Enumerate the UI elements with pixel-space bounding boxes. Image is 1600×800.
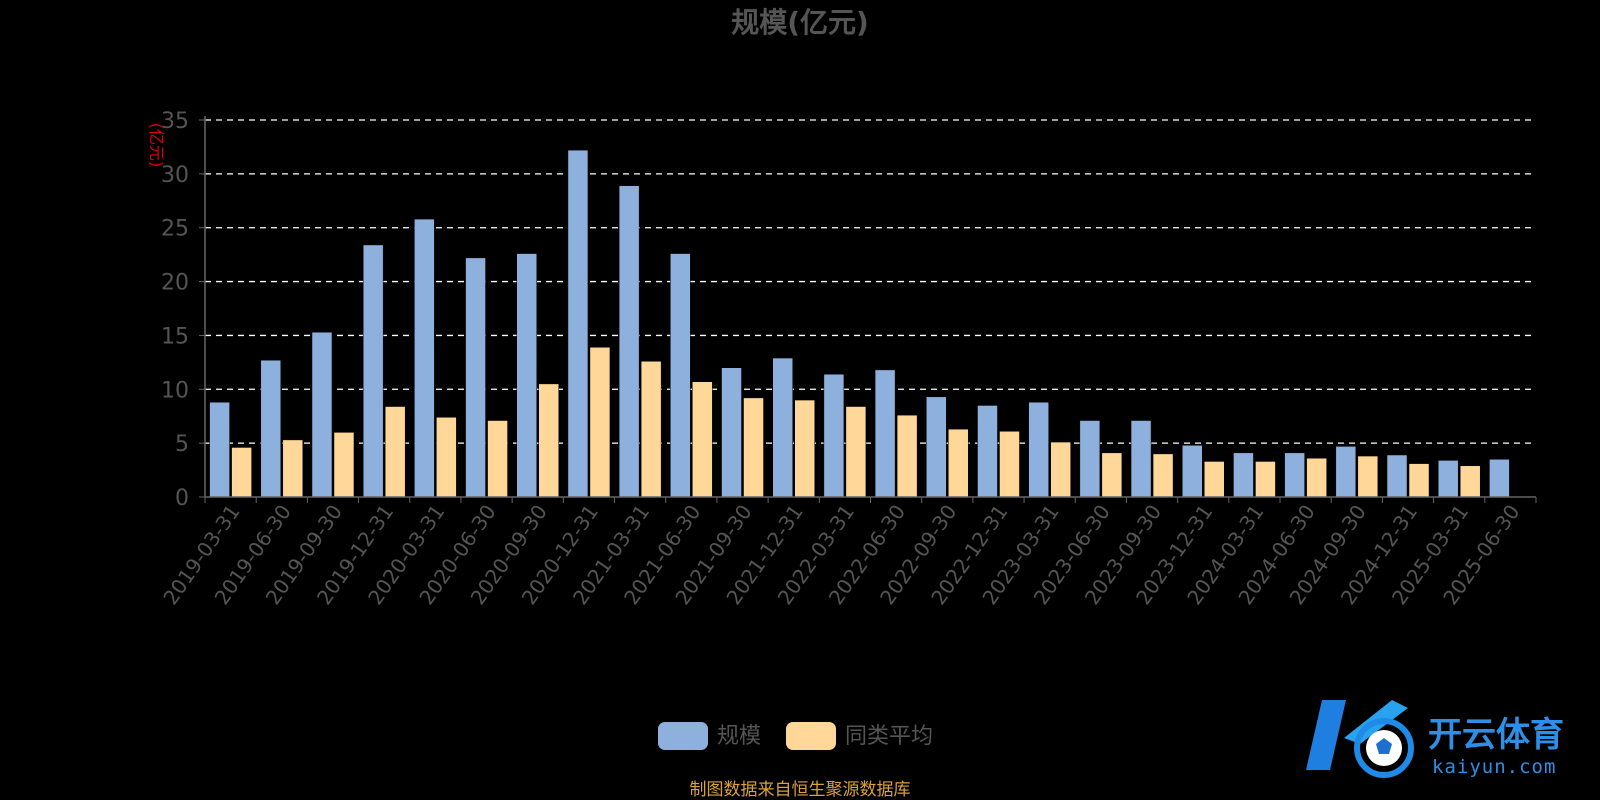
bar-category-average[interactable]	[692, 381, 713, 498]
bar-category-average[interactable]	[896, 414, 918, 498]
watermark-logo: 开云体育 kaiyun.com	[1306, 700, 1564, 778]
bar-category-average[interactable]	[231, 447, 252, 498]
bar-scale[interactable]	[1182, 445, 1203, 498]
bar-scale[interactable]	[1079, 420, 1101, 498]
bar-category-average[interactable]	[794, 399, 815, 498]
bar-category-average[interactable]	[1101, 452, 1123, 498]
bar-category-average[interactable]	[1306, 457, 1327, 498]
y-tick-label: 20	[161, 271, 189, 296]
bar-scale[interactable]	[1130, 420, 1152, 498]
y-tick-label: 15	[161, 324, 189, 349]
bar-scale[interactable]	[721, 367, 742, 498]
bar-scale[interactable]	[1284, 452, 1305, 498]
bar-scale[interactable]	[311, 331, 333, 498]
bar-category-average[interactable]	[589, 347, 611, 498]
bar-scale[interactable]	[1386, 454, 1408, 498]
legend-swatch-category-average	[786, 722, 836, 750]
bar-category-average[interactable]	[1459, 465, 1481, 498]
bar-scale[interactable]	[1233, 452, 1254, 498]
bar-category-average[interactable]	[1255, 461, 1276, 498]
legend: 规模 同类平均	[658, 722, 933, 750]
bar-category-average[interactable]	[845, 406, 867, 498]
bar-scale[interactable]	[567, 149, 589, 498]
bar-scale[interactable]	[926, 396, 947, 498]
chart-title: 规模(亿元)	[731, 6, 869, 39]
grid-lines	[205, 119, 1536, 444]
bar-category-average[interactable]	[436, 417, 457, 498]
bar-scale[interactable]	[1335, 446, 1357, 498]
y-tick-label: 10	[161, 378, 189, 403]
x-axis	[204, 116, 1537, 503]
bar-scale[interactable]	[516, 253, 537, 498]
bar-category-average[interactable]	[743, 397, 764, 498]
y-tick-label: 30	[161, 163, 189, 188]
bar-category-average[interactable]	[999, 431, 1020, 498]
source-note: 制图数据来自恒生聚源数据库	[690, 780, 911, 800]
y-tick-label: 35	[161, 109, 189, 134]
legend-label-category-average: 同类平均	[845, 724, 933, 749]
y-axis-label: (亿元)	[147, 123, 166, 168]
bar-category-average[interactable]	[487, 420, 508, 498]
x-tick-labels: 2019-03-312019-06-302019-09-302019-12-31…	[158, 500, 1524, 609]
bar-scale[interactable]	[414, 218, 435, 498]
bar-scale[interactable]	[618, 185, 640, 498]
bar-category-average[interactable]	[1357, 455, 1379, 498]
legend-item-scale[interactable]: 规模	[658, 722, 761, 750]
bar-category-average[interactable]	[538, 383, 559, 498]
bar-scale[interactable]	[1489, 459, 1510, 498]
bar-scale[interactable]	[823, 373, 845, 498]
bar-scale[interactable]	[874, 369, 896, 498]
bar-category-average[interactable]	[948, 428, 969, 498]
bar-scale[interactable]	[260, 359, 282, 498]
bar-scale[interactable]	[465, 257, 486, 498]
bar-category-average[interactable]	[333, 432, 355, 498]
bar-scale[interactable]	[977, 405, 998, 498]
bar-scale[interactable]	[1028, 401, 1049, 498]
bar-scale[interactable]	[362, 244, 384, 498]
bar-scale[interactable]	[1437, 460, 1459, 498]
y-tick-label: 0	[175, 486, 189, 511]
bar-category-average[interactable]	[282, 439, 304, 498]
bar-scale[interactable]	[670, 253, 691, 498]
bar-category-average[interactable]	[1050, 441, 1071, 498]
bar-category-average[interactable]	[1152, 453, 1174, 498]
watermark-domain: kaiyun.com	[1432, 756, 1556, 778]
bar-scale[interactable]	[772, 357, 793, 498]
k-logo-icon	[1306, 700, 1414, 778]
bar-scale[interactable]	[209, 401, 230, 498]
y-tick-labels: 0 5 10 15 20 25 30 35	[161, 109, 205, 511]
watermark-brand: 开云体育	[1428, 715, 1564, 755]
legend-item-category-average[interactable]: 同类平均	[786, 722, 933, 750]
bar-category-average[interactable]	[640, 361, 662, 498]
bar-category-average[interactable]	[1408, 463, 1430, 498]
y-tick-label: 25	[161, 217, 189, 242]
bar-category-average[interactable]	[384, 406, 406, 498]
y-tick-label: 5	[175, 432, 189, 457]
bar-category-average[interactable]	[1204, 461, 1225, 498]
legend-label-scale: 规模	[717, 724, 761, 749]
bars	[209, 149, 1510, 498]
legend-swatch-scale	[658, 722, 708, 750]
